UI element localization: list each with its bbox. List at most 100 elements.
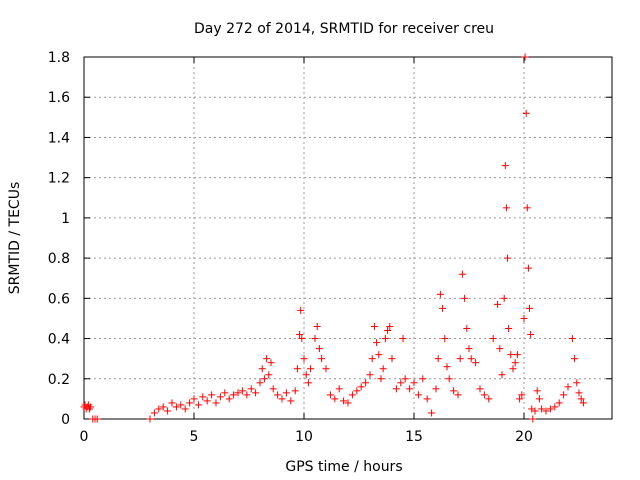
data-point: [505, 325, 513, 332]
x-axis-label: GPS time / hours: [285, 459, 402, 475]
y-tick-label: 1.2: [48, 171, 70, 187]
data-point: [256, 379, 264, 387]
data-point: [434, 355, 442, 363]
data-point: [186, 399, 194, 407]
data-point: [221, 389, 229, 397]
data-point: [366, 371, 374, 379]
data-point: [212, 399, 220, 407]
data-point: [370, 322, 378, 330]
data-point: [513, 351, 521, 359]
data-point: [397, 379, 405, 387]
data-point: [194, 401, 202, 409]
data-point: [529, 415, 537, 423]
data-point: [388, 355, 396, 363]
data-point: [93, 415, 101, 423]
data-point: [234, 389, 242, 397]
chart-title: Day 272 of 2014, SRMTID for receiver cre…: [194, 21, 494, 37]
data-point: [518, 391, 526, 399]
data-point: [208, 391, 216, 399]
data-point: [538, 405, 546, 413]
x-tick-label: 0: [80, 429, 89, 445]
y-tick-label: 1.8: [48, 50, 70, 66]
data-point: [450, 387, 458, 395]
data-point: [177, 401, 185, 409]
axis-ticks: 0 5 10 15 20 0 0.2 0.4 0.6 0.8 1 1.2 1.4 1.6 1.8: [48, 50, 612, 445]
data-point: [155, 405, 163, 413]
data-point: [472, 359, 480, 367]
data-point: [392, 385, 400, 393]
data-point: [573, 379, 581, 387]
data-point: [172, 403, 180, 411]
data-point: [509, 365, 517, 373]
data-point: [269, 385, 277, 393]
data-point: [401, 375, 409, 383]
data-point: [326, 391, 334, 399]
data-point: [485, 395, 493, 403]
data-point: [568, 335, 576, 343]
data-point: [463, 325, 471, 332]
data-point: [190, 395, 198, 403]
data-point: [546, 405, 554, 413]
data-point: [480, 391, 488, 399]
data-point: [282, 389, 290, 397]
data-point: [164, 407, 172, 415]
data-point: [274, 391, 282, 399]
data-point: [522, 109, 530, 117]
data-point: [501, 162, 509, 170]
y-tick-label: 1: [61, 211, 70, 227]
data-point: [456, 355, 464, 363]
data-point: [500, 294, 508, 302]
data-point: [263, 355, 271, 363]
data-point: [527, 331, 535, 339]
data-point: [489, 335, 497, 343]
data-point: [443, 363, 451, 371]
y-tick-label: 0.6: [48, 291, 70, 307]
data-point: [502, 204, 510, 212]
data-point: [340, 397, 348, 405]
data-point: [247, 385, 255, 393]
data-point: [516, 395, 524, 403]
data-point: [353, 387, 361, 395]
data-point: [146, 415, 154, 423]
data-point: [535, 395, 543, 403]
x-tick-label: 5: [190, 429, 199, 445]
data-point: [150, 409, 158, 417]
data-point: [504, 254, 511, 262]
data-point: [265, 371, 273, 379]
data-point: [291, 387, 299, 395]
data-point: [307, 365, 315, 373]
plot-frame: [83, 56, 613, 420]
data-point: [467, 355, 475, 363]
data-point: [377, 375, 385, 383]
data-point: [476, 385, 484, 393]
data-point: [313, 322, 321, 330]
data-point: [216, 393, 224, 401]
data-point: [406, 385, 414, 393]
data-point: [368, 355, 376, 363]
data-point: [533, 387, 541, 395]
data-point: [293, 365, 301, 373]
data-point: [87, 403, 95, 411]
data-point: [181, 405, 189, 413]
data-point: [315, 345, 323, 353]
data-point: [302, 371, 310, 379]
data-point: [542, 407, 550, 415]
data-point: [445, 375, 453, 383]
data-point: [577, 395, 585, 403]
data-point: [300, 355, 308, 363]
data-point: [494, 300, 502, 308]
data-point: [441, 335, 449, 343]
data-point: [498, 371, 506, 379]
data-point: [458, 270, 466, 278]
data-point: [511, 359, 519, 367]
data-point: [439, 304, 447, 312]
data-point: [168, 399, 176, 407]
data-point: [419, 375, 427, 383]
data-point: [348, 391, 356, 399]
data-point: [379, 365, 387, 373]
data-point: [520, 314, 528, 322]
data-point: [375, 351, 383, 359]
data-point: [230, 391, 238, 399]
data-point: [461, 294, 469, 302]
